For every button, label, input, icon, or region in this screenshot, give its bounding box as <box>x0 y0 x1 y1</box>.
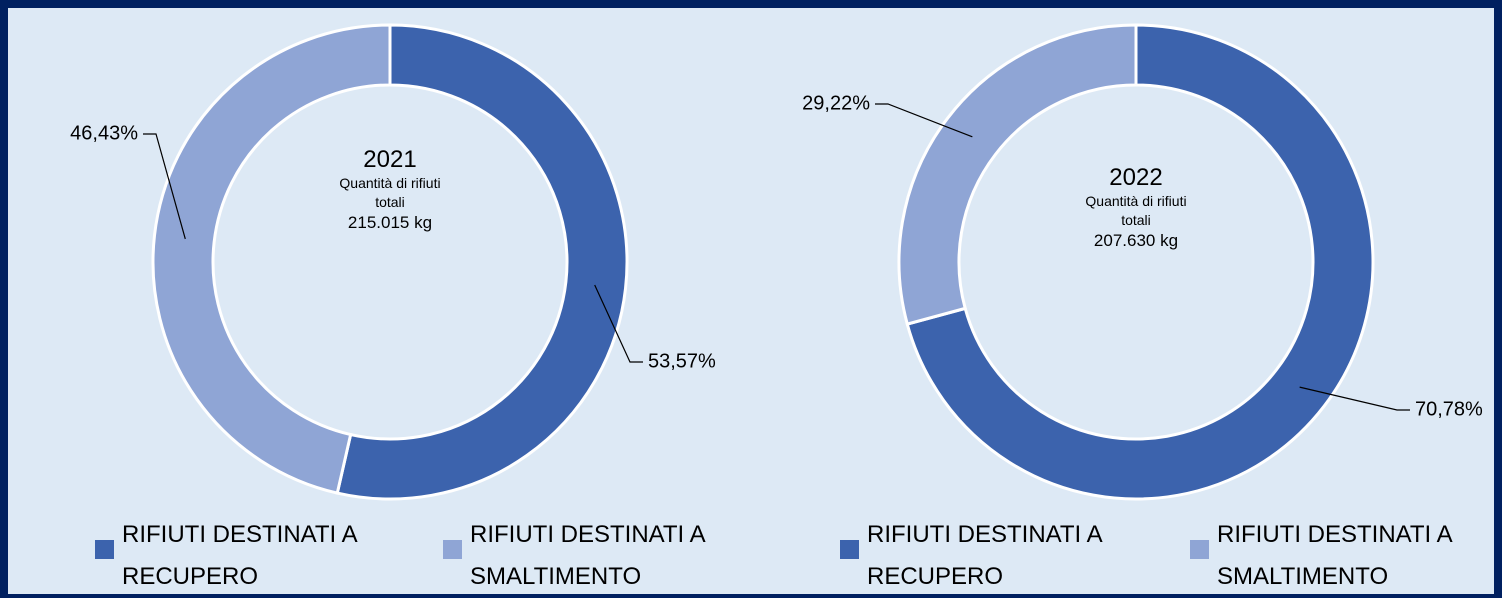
center-label: 2021 Quantità di rifiuti totali 215.015 kg <box>310 146 470 234</box>
leader-line <box>875 103 973 138</box>
leader-line <box>1299 386 1410 411</box>
data-label: 46,43% <box>70 122 138 144</box>
legend-label: RIFIUTI DESTINATI A SMALTIMENTO <box>1217 521 1452 590</box>
center-title: 2022 <box>1109 164 1163 191</box>
legend-label: RIFIUTI DESTINATI A SMALTIMENTO <box>470 521 705 590</box>
donut-segment <box>151 23 392 495</box>
legend-swatch <box>1190 540 1209 559</box>
center-value: 207.630 kg <box>1093 231 1179 250</box>
data-label: 53,57% <box>648 350 716 372</box>
donut-segment <box>905 23 1375 501</box>
center-title: 2021 <box>363 146 417 173</box>
center-subtitle: Quantità di rifiuti totali <box>1085 193 1187 228</box>
legend-swatch <box>840 540 859 559</box>
data-label: 70,78% <box>1415 398 1483 420</box>
center-value: 215.015 kg <box>347 213 433 232</box>
leader-line <box>594 284 643 363</box>
center-label: 2022 Quantità di rifiuti totali 207.630 kg <box>1056 164 1216 252</box>
data-label: 29,22% <box>802 92 870 114</box>
donut-segment <box>335 23 629 501</box>
center-subtitle: Quantità di rifiuti totali <box>339 175 441 210</box>
legend-label: RIFIUTI DESTINATI A RECUPERO <box>867 521 1102 590</box>
legend-label: RIFIUTI DESTINATI A RECUPERO <box>122 521 357 590</box>
leader-line <box>143 133 186 240</box>
legend-swatch <box>95 540 114 559</box>
legend-swatch <box>443 540 462 559</box>
donut-segment <box>897 23 1138 326</box>
